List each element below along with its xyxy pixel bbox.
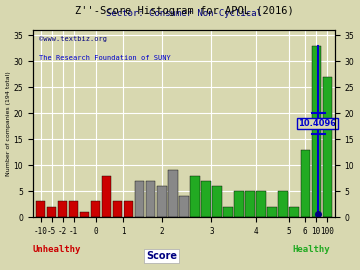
Bar (168, 170, 177, 217)
Bar (267, 207, 277, 217)
Bar (113, 201, 122, 217)
Text: 10.4096: 10.4096 (298, 119, 336, 128)
Bar (91, 201, 100, 217)
Bar (301, 150, 310, 217)
Bar (190, 176, 199, 217)
Bar (58, 201, 67, 217)
Bar (47, 207, 56, 217)
Bar (124, 201, 134, 217)
Bar (36, 201, 45, 217)
Text: Healthy: Healthy (292, 245, 329, 254)
Bar (289, 207, 299, 217)
Bar (179, 196, 189, 217)
Bar (234, 191, 244, 217)
Bar (135, 181, 144, 217)
Bar (146, 181, 156, 217)
Bar (323, 77, 332, 217)
Bar (80, 212, 89, 217)
Text: Unhealthy: Unhealthy (33, 245, 81, 254)
Text: Score: Score (146, 251, 177, 261)
Y-axis label: Number of companies (194 total): Number of companies (194 total) (5, 71, 10, 176)
Bar (278, 191, 288, 217)
Bar (212, 186, 222, 217)
Title: Z''-Score Histogram for APOL (2016): Z''-Score Histogram for APOL (2016) (75, 6, 293, 16)
Bar (102, 176, 111, 217)
Bar (157, 186, 167, 217)
Text: The Research Foundation of SUNY: The Research Foundation of SUNY (39, 55, 171, 60)
Bar (311, 46, 321, 217)
Bar (223, 207, 233, 217)
Text: Sector: Consumer Non-Cyclical: Sector: Consumer Non-Cyclical (106, 9, 262, 18)
Text: ©www.textbiz.org: ©www.textbiz.org (39, 36, 107, 42)
Bar (256, 191, 266, 217)
Bar (201, 181, 211, 217)
Bar (246, 191, 255, 217)
Bar (69, 201, 78, 217)
